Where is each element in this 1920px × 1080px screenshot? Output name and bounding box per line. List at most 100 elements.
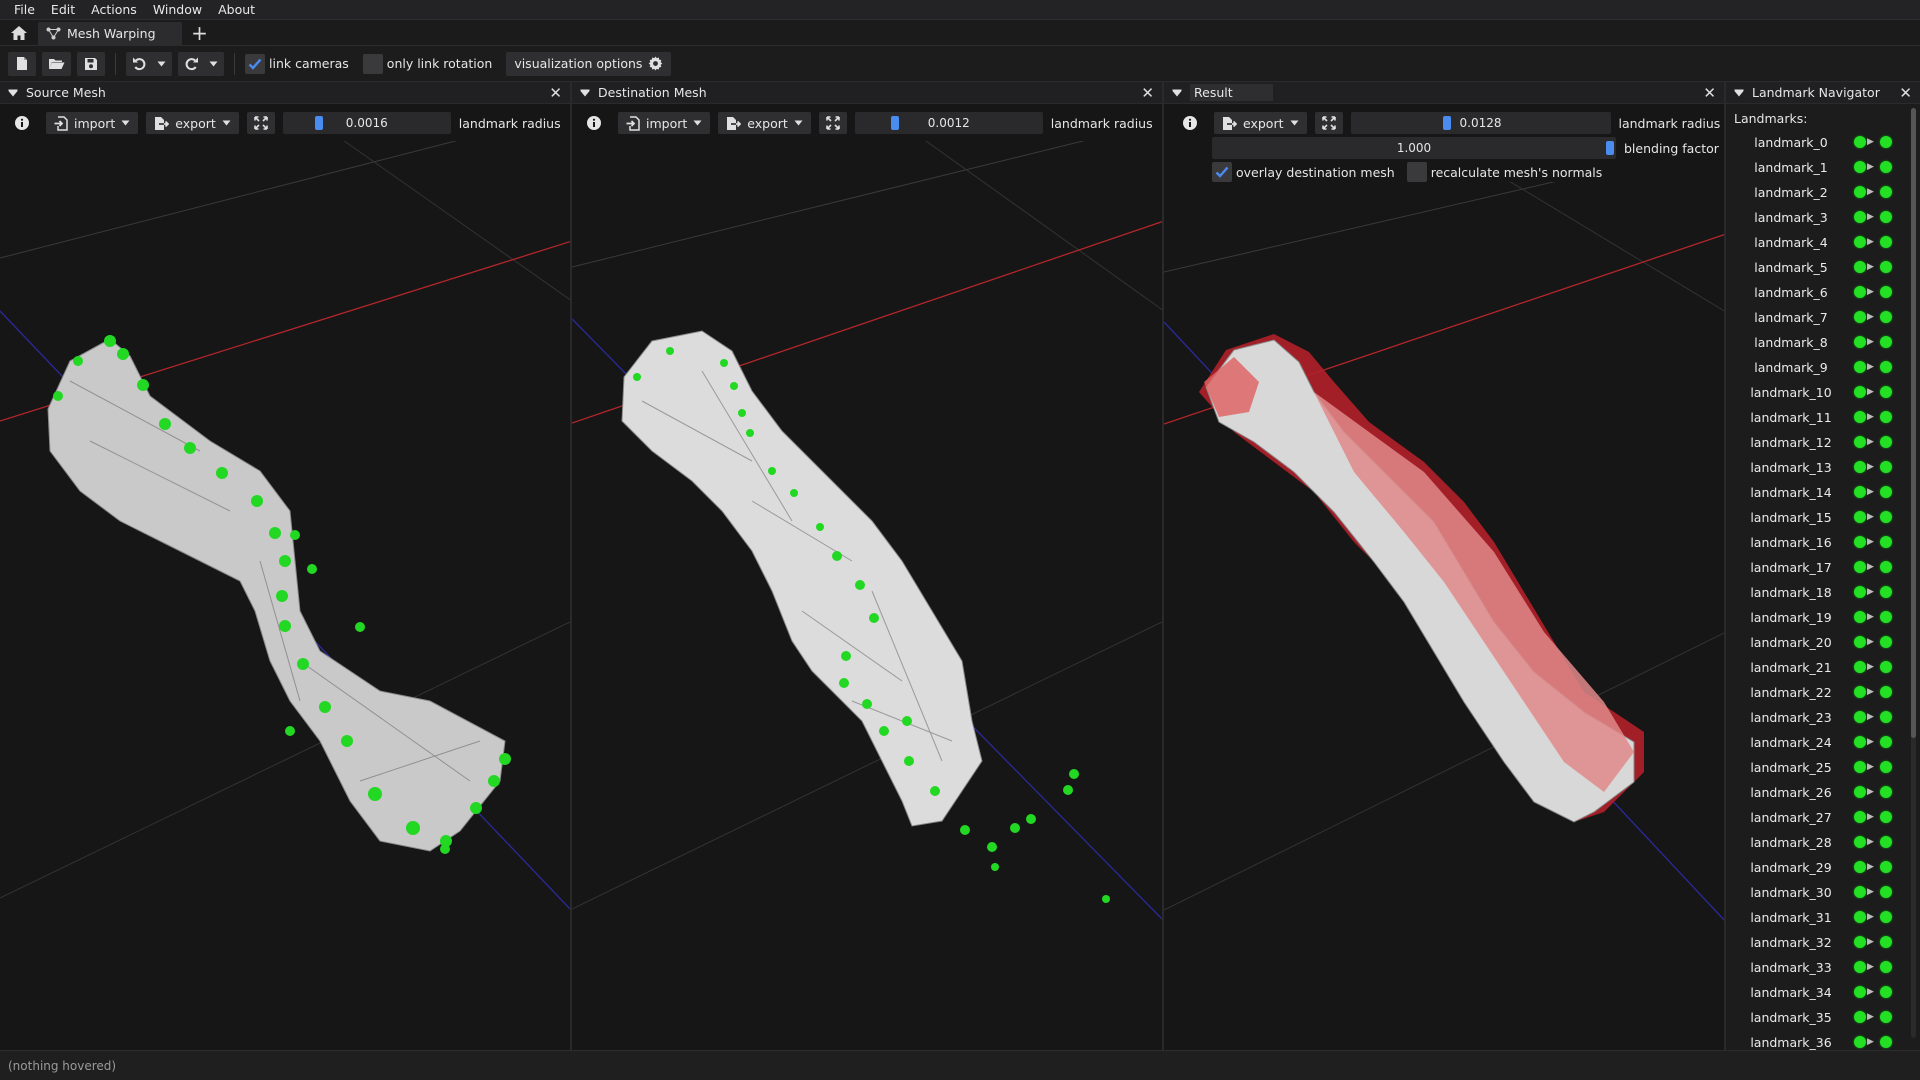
landmark-name[interactable]: landmark_30 [1750,885,1832,900]
info-icon[interactable] [14,115,30,131]
destination-landmark-dot[interactable] [1880,461,1892,473]
landmark-name[interactable]: landmark_31 [1750,910,1832,925]
destination-landmark-dot[interactable] [1880,511,1892,523]
list-item[interactable]: landmark_20 ▶ [1726,630,1906,655]
menu-window[interactable]: Window [152,1,203,17]
landmark-name[interactable]: landmark_20 [1750,635,1832,650]
destination-landmark-dot[interactable] [1880,211,1892,223]
landmark-name[interactable]: landmark_15 [1750,510,1832,525]
source-import-dropdown[interactable]: import [46,112,139,134]
source-landmark-dot[interactable] [1854,461,1866,473]
list-item[interactable]: landmark_5 ▶ [1726,255,1906,280]
source-landmark-dot[interactable] [1854,436,1866,448]
source-landmark-dot[interactable] [1854,986,1866,998]
source-landmark-dot[interactable] [1854,511,1866,523]
only-link-rotation-toggle[interactable]: only link rotation [362,53,501,74]
source-landmark-dot[interactable] [1854,136,1866,148]
source-export-dropdown[interactable]: export [146,112,239,134]
close-icon[interactable]: ✕ [1899,84,1912,102]
chevron-down-icon[interactable] [209,61,218,67]
list-item[interactable]: landmark_13 ▶ [1726,455,1906,480]
list-item[interactable]: landmark_34 ▶ [1726,980,1906,1005]
collapse-icon[interactable] [1172,89,1182,97]
close-icon[interactable]: ✕ [549,84,562,102]
list-item[interactable]: landmark_3 ▶ [1726,205,1906,230]
overlay-destination-checkbox[interactable] [1212,162,1232,182]
result-export-dropdown[interactable]: export [1214,112,1307,134]
destination-landmark-dot[interactable] [1880,711,1892,723]
destination-landmark-dot[interactable] [1880,636,1892,648]
source-landmark-dot[interactable] [1854,811,1866,823]
destination-3d-viewport[interactable] [572,141,1164,1050]
destination-landmark-dot[interactable] [1880,436,1892,448]
list-item[interactable]: landmark_2 ▶ [1726,180,1906,205]
recalculate-normals-toggle[interactable]: recalculate mesh's normals [1406,162,1611,182]
result-fit-view-button[interactable] [1314,112,1343,134]
source-landmark-dot[interactable] [1854,861,1866,873]
list-item[interactable]: landmark_29 ▶ [1726,855,1906,880]
landmark-name[interactable]: landmark_24 [1750,735,1832,750]
source-landmark-dot[interactable] [1854,586,1866,598]
close-icon[interactable]: ✕ [1703,84,1716,102]
source-landmark-dot[interactable] [1854,486,1866,498]
source-landmark-dot[interactable] [1854,886,1866,898]
destination-landmark-dot[interactable] [1880,836,1892,848]
landmark-name[interactable]: landmark_18 [1750,585,1832,600]
list-item[interactable]: landmark_8 ▶ [1726,330,1906,355]
source-landmark-dot[interactable] [1854,536,1866,548]
source-landmark-dot[interactable] [1854,286,1866,298]
source-landmark-dot[interactable] [1854,786,1866,798]
landmark-name[interactable]: landmark_3 [1754,210,1828,225]
list-item[interactable]: landmark_7 ▶ [1726,305,1906,330]
list-item[interactable]: landmark_35 ▶ [1726,1005,1906,1030]
landmark-name[interactable]: landmark_33 [1750,960,1832,975]
navigator-scrollbar[interactable] [1911,108,1916,1038]
source-landmark-dot[interactable] [1854,611,1866,623]
list-item[interactable]: landmark_28 ▶ [1726,830,1906,855]
landmark-name[interactable]: landmark_6 [1754,285,1828,300]
source-landmark-dot[interactable] [1854,736,1866,748]
destination-export-dropdown[interactable]: export [718,112,811,134]
destination-landmark-dot[interactable] [1880,336,1892,348]
landmark-name[interactable]: landmark_9 [1754,360,1828,375]
destination-fit-view-button[interactable] [818,112,847,134]
overlay-destination-toggle[interactable]: overlay destination mesh [1212,162,1403,182]
landmark-name[interactable]: landmark_35 [1750,1010,1832,1025]
tab-mesh-warping[interactable]: Mesh Warping [38,21,182,46]
destination-landmark-dot[interactable] [1880,1011,1892,1023]
blending-factor-slider[interactable]: 1.000 [1212,137,1616,159]
destination-landmark-dot[interactable] [1880,936,1892,948]
list-item[interactable]: landmark_12 ▶ [1726,430,1906,455]
list-item[interactable]: landmark_27 ▶ [1726,805,1906,830]
list-item[interactable]: landmark_11 ▶ [1726,405,1906,430]
new-tab-button[interactable]: + [191,20,208,45]
destination-landmark-dot[interactable] [1880,736,1892,748]
destination-landmark-dot[interactable] [1880,986,1892,998]
destination-landmark-dot[interactable] [1880,261,1892,273]
destination-landmark-dot[interactable] [1880,311,1892,323]
source-landmark-dot[interactable] [1854,1011,1866,1023]
redo-button[interactable] [178,51,224,76]
destination-landmark-dot[interactable] [1880,961,1892,973]
scrollbar-thumb[interactable] [1911,108,1916,738]
list-item[interactable]: landmark_26 ▶ [1726,780,1906,805]
landmark-name[interactable]: landmark_16 [1750,535,1832,550]
landmark-name[interactable]: landmark_23 [1750,710,1832,725]
source-landmark-dot[interactable] [1854,836,1866,848]
source-landmark-dot[interactable] [1854,161,1866,173]
source-landmark-dot[interactable] [1854,261,1866,273]
landmark-name[interactable]: landmark_36 [1750,1035,1832,1050]
destination-landmark-radius-slider[interactable]: 0.0012 [854,112,1043,134]
landmark-name[interactable]: landmark_32 [1750,935,1832,950]
destination-landmark-dot[interactable] [1880,286,1892,298]
landmark-name[interactable]: landmark_12 [1750,435,1832,450]
source-landmark-dot[interactable] [1854,711,1866,723]
source-landmark-radius-slider[interactable]: 0.0016 [282,112,451,134]
source-landmark-dot[interactable] [1854,311,1866,323]
destination-landmark-dot[interactable] [1880,236,1892,248]
destination-landmark-dot[interactable] [1880,536,1892,548]
landmark-name[interactable]: landmark_17 [1750,560,1832,575]
destination-landmark-dot[interactable] [1880,386,1892,398]
source-landmark-dot[interactable] [1854,186,1866,198]
landmark-name[interactable]: landmark_0 [1754,135,1828,150]
